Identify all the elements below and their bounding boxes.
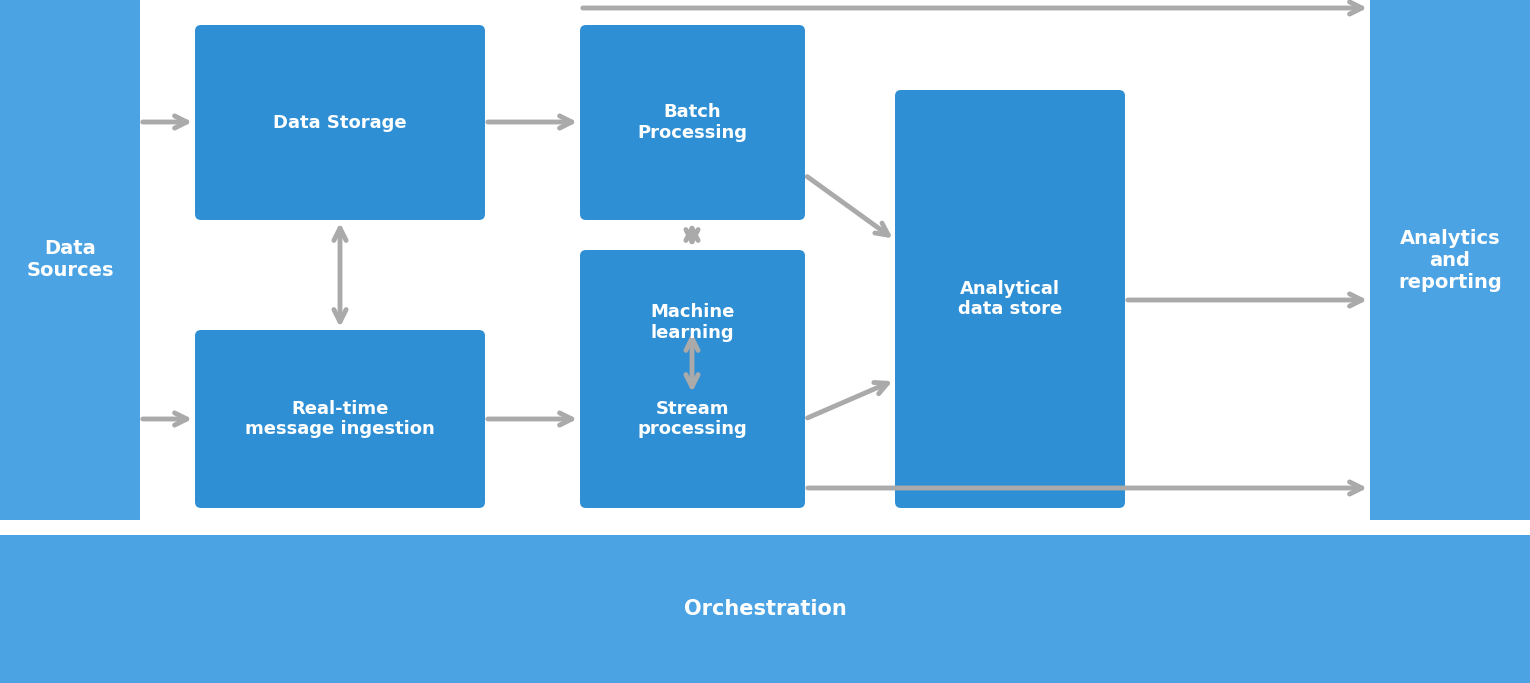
FancyBboxPatch shape	[0, 0, 1530, 520]
Text: Analytical
data store: Analytical data store	[958, 279, 1062, 318]
FancyBboxPatch shape	[580, 330, 805, 508]
Text: Real-time
message ingestion: Real-time message ingestion	[245, 400, 435, 438]
Text: Data Storage: Data Storage	[274, 113, 407, 132]
FancyBboxPatch shape	[194, 330, 485, 508]
FancyBboxPatch shape	[0, 535, 1530, 683]
FancyBboxPatch shape	[1369, 0, 1530, 520]
FancyBboxPatch shape	[141, 0, 1369, 520]
FancyBboxPatch shape	[895, 90, 1125, 508]
Text: Orchestration: Orchestration	[684, 599, 846, 619]
Text: Stream
processing: Stream processing	[638, 400, 747, 438]
FancyBboxPatch shape	[194, 25, 485, 220]
Text: Data
Sources: Data Sources	[26, 240, 113, 281]
FancyBboxPatch shape	[0, 0, 141, 520]
Text: Batch
Processing: Batch Processing	[638, 103, 748, 142]
Text: Analytics
and
reporting: Analytics and reporting	[1398, 229, 1502, 292]
Text: Machine
learning: Machine learning	[650, 303, 734, 342]
FancyBboxPatch shape	[580, 25, 805, 220]
FancyBboxPatch shape	[580, 250, 805, 395]
